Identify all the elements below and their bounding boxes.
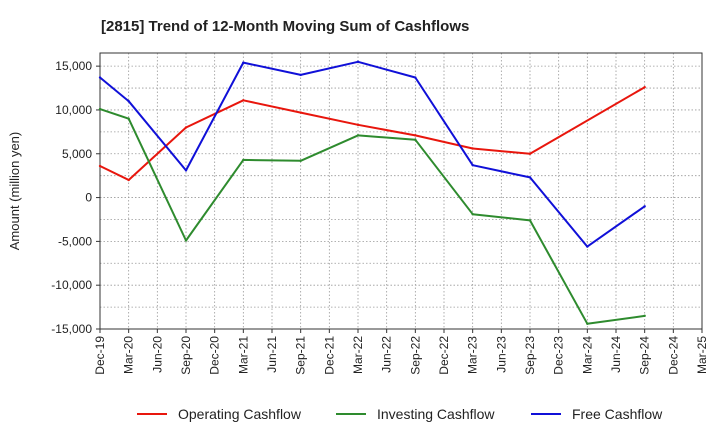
x-tick-label: Dec-22 — [437, 336, 451, 375]
data-point — [586, 322, 589, 325]
legend-label: Operating Cashflow — [178, 406, 302, 422]
x-tick-label: Dec-21 — [322, 336, 336, 375]
x-tick-label: Jun-21 — [265, 336, 279, 373]
data-point — [643, 85, 646, 89]
grid — [99, 53, 703, 330]
data-point — [528, 219, 532, 222]
y-axis-label: Amount (million yen) — [7, 132, 22, 251]
data-point — [242, 158, 245, 162]
legend: Operating Cashflow Investing Cashflow Free… — [137, 406, 663, 422]
data-point — [299, 73, 302, 77]
series-lines — [98, 60, 646, 325]
data-point — [528, 176, 532, 179]
data-point — [356, 123, 360, 127]
plot-area — [99, 52, 703, 330]
x-tick-label: Mar-22 — [351, 336, 365, 374]
x-tick-label: Mar-21 — [236, 336, 250, 374]
data-point — [471, 163, 474, 167]
data-point — [98, 107, 102, 111]
data-point — [643, 205, 646, 208]
x-tick-label: Sep-24 — [638, 336, 652, 375]
data-point — [184, 239, 188, 242]
chart-title: [2815] Trend of 12-Month Moving Sum of C… — [101, 18, 469, 35]
y-tick-label: 0 — [85, 191, 92, 205]
data-point — [643, 314, 646, 318]
x-tick-label: Dec-20 — [208, 336, 222, 375]
data-point — [471, 147, 474, 150]
x-tick-label: Jun-22 — [380, 336, 394, 373]
y-tick-label: 15,000 — [55, 59, 92, 73]
x-tick-label: Sep-22 — [408, 336, 422, 375]
x-axis: Dec-19 Mar-20 Jun-20 Sep-20 Dec-20 Mar-21 Jun-… — [93, 329, 709, 375]
x-tick-label: Mar-23 — [466, 336, 480, 374]
series-line — [99, 60, 646, 248]
data-point — [242, 61, 245, 64]
legend-label: Investing Cashflow — [377, 406, 495, 422]
data-point — [414, 76, 417, 79]
data-point — [299, 111, 302, 114]
data-point — [98, 164, 102, 168]
y-tick-label: -15,000 — [51, 322, 92, 336]
y-tick-label: 5,000 — [62, 147, 92, 161]
y-tick-label: 10,000 — [55, 103, 92, 117]
data-point — [184, 126, 188, 129]
x-tick-label: Jun-24 — [609, 336, 623, 373]
data-point — [356, 60, 360, 63]
y-tick-label: -5,000 — [58, 234, 92, 248]
data-point — [127, 178, 130, 182]
x-tick-label: Dec-19 — [93, 336, 107, 375]
y-tick-label: -10,000 — [51, 278, 92, 292]
legend-label: Free Cashflow — [572, 406, 663, 422]
x-tick-label: Jun-23 — [494, 336, 508, 373]
data-point — [414, 134, 417, 137]
x-tick-label: Dec-23 — [552, 336, 566, 375]
x-tick-label: Sep-23 — [523, 336, 537, 375]
data-point — [414, 138, 417, 141]
data-point — [471, 213, 474, 216]
x-tick-label: Jun-20 — [150, 336, 164, 373]
x-tick-label: Sep-20 — [179, 336, 193, 375]
data-point — [299, 159, 302, 162]
x-tick-label: Mar-25 — [695, 336, 709, 374]
data-point — [586, 245, 589, 248]
data-point — [127, 117, 130, 120]
data-point — [528, 152, 532, 155]
data-point — [356, 134, 360, 137]
y-axis: 15,000 10,000 5,000 0 -5,000 -10,000 -15,000 — [51, 59, 100, 336]
data-point — [184, 169, 188, 172]
series-line — [99, 86, 646, 181]
x-tick-label: Dec-24 — [666, 336, 680, 375]
data-point — [98, 76, 102, 79]
data-point — [242, 99, 245, 102]
x-tick-label: Mar-24 — [580, 336, 594, 374]
x-tick-label: Sep-21 — [294, 336, 308, 375]
data-point — [127, 99, 130, 103]
x-tick-label: Mar-20 — [122, 336, 136, 374]
